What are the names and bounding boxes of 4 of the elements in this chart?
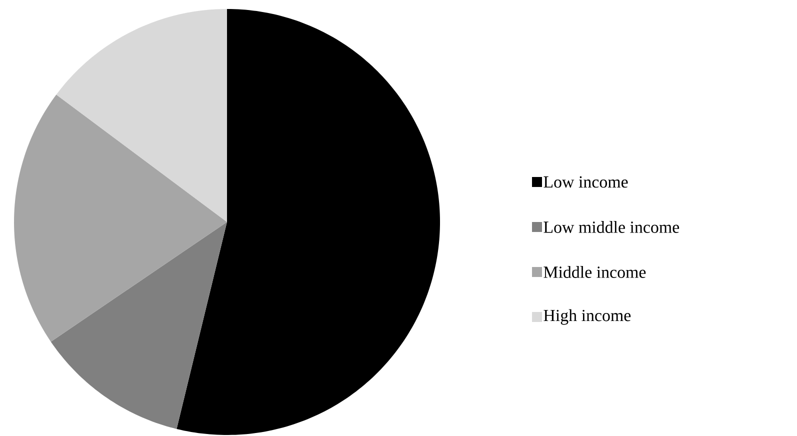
legend-label: Middle income	[544, 266, 646, 278]
legend-label: Low middle income	[544, 221, 680, 233]
legend-label: High income	[544, 309, 631, 325]
legend-label: Low income	[544, 176, 628, 188]
